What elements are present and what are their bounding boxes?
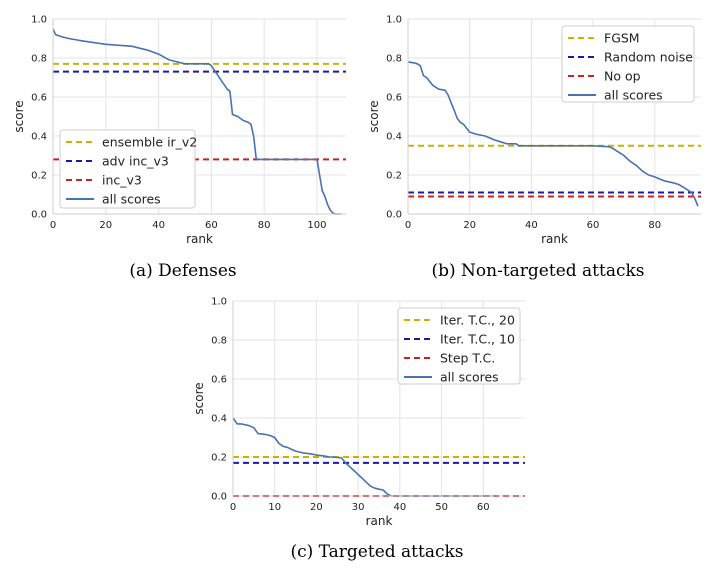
y-tick-label: 0.4 <box>211 414 227 425</box>
x-tick-label: 40 <box>152 220 165 231</box>
x-tick-label: 0 <box>230 502 236 513</box>
y-tick-label: 0.2 <box>386 171 402 182</box>
y-tick-label: 0.0 <box>31 210 47 221</box>
legend-label: all scores <box>440 370 499 385</box>
legend-label: adv inc_v3 <box>102 154 169 169</box>
legend-label: Random noise <box>604 50 693 65</box>
y-tick-label: 0.2 <box>211 453 227 464</box>
y-tick-label: 0.8 <box>211 336 227 347</box>
y-tick-label: 0.8 <box>31 54 47 65</box>
x-tick-label: 60 <box>205 220 218 231</box>
legend-label: Iter. T.C., 20 <box>440 313 515 328</box>
x-axis-label: rank <box>186 232 213 246</box>
x-tick-label: 10 <box>268 502 281 513</box>
x-tick-label: 60 <box>477 502 490 513</box>
legend-label: all scores <box>604 88 663 103</box>
series-line-all-scores <box>408 61 699 207</box>
x-tick-label: 30 <box>352 502 365 513</box>
legend-label: No op <box>604 69 641 84</box>
y-tick-label: 0.6 <box>211 375 227 386</box>
chart-panel-3: 0.0 0.2 0.4 0.6 0.8 1.0 0 10 20 30 40 50 60 rank score… <box>192 297 525 528</box>
x-tick-label: 20 <box>310 502 323 513</box>
x-axis-label: rank <box>541 232 568 246</box>
y-axis-label: score <box>192 382 206 414</box>
chart-panel-1: 0.0 0.2 0.4 0.6 0.8 1.0 0 20 40 60 80 100 rank score e… <box>12 15 346 246</box>
x-tick-label: 100 <box>307 220 326 231</box>
legend-label: ensemble ir_v2 <box>102 135 197 150</box>
legend: FGSM Random noise No op all scores <box>561 25 695 103</box>
x-tick-label: 50 <box>435 502 448 513</box>
y-tick-label: 1.0 <box>386 15 402 26</box>
x-tick-label: 0 <box>50 220 56 231</box>
y-tick-label: 0.0 <box>386 210 402 221</box>
x-tick-label: 40 <box>393 502 406 513</box>
y-tick-label: 0.4 <box>386 132 402 143</box>
legend-label: FGSM <box>604 31 640 46</box>
x-tick-label: 80 <box>258 220 271 231</box>
legend-label: inc_v3 <box>102 173 142 188</box>
y-tick-label: 1.0 <box>31 15 47 26</box>
y-axis-label: score <box>367 100 381 132</box>
x-tick-label: 80 <box>648 220 661 231</box>
y-tick-label: 0.2 <box>31 171 47 182</box>
y-tick-label: 0.6 <box>31 93 47 104</box>
y-tick-label: 0.8 <box>386 54 402 65</box>
figure-caption: (c) Targeted attacks <box>290 542 463 562</box>
x-tick-label: 20 <box>463 220 476 231</box>
legend: Iter. T.C., 20 Iter. T.C., 10 Step T.C. all… <box>397 307 521 385</box>
x-tick-label: 40 <box>525 220 538 231</box>
y-tick-label: 0.4 <box>31 132 47 143</box>
series-line-all-scores <box>53 28 341 215</box>
y-axis-label: score <box>12 100 26 132</box>
x-tick-label: 20 <box>99 220 112 231</box>
legend-box <box>397 307 521 385</box>
legend-box <box>561 25 695 103</box>
y-tick-label: 0.0 <box>211 492 227 503</box>
figure-caption: (b) Non-targeted attacks <box>431 261 644 281</box>
legend-box <box>59 129 196 209</box>
legend-label: all scores <box>102 192 161 207</box>
x-axis-label: rank <box>366 514 393 528</box>
y-tick-label: 0.6 <box>386 93 402 104</box>
x-tick-label: 0 <box>405 220 411 231</box>
y-tick-label: 1.0 <box>211 297 227 308</box>
chart-panel-2: 0.0 0.2 0.4 0.6 0.8 1.0 0 20 40 60 80 rank score FGSM… <box>367 15 701 246</box>
legend-label: Iter. T.C., 10 <box>440 332 515 347</box>
legend-label: Step T.C. <box>440 351 495 366</box>
x-tick-label: 60 <box>587 220 600 231</box>
figure-caption: (a) Defenses <box>129 261 236 281</box>
